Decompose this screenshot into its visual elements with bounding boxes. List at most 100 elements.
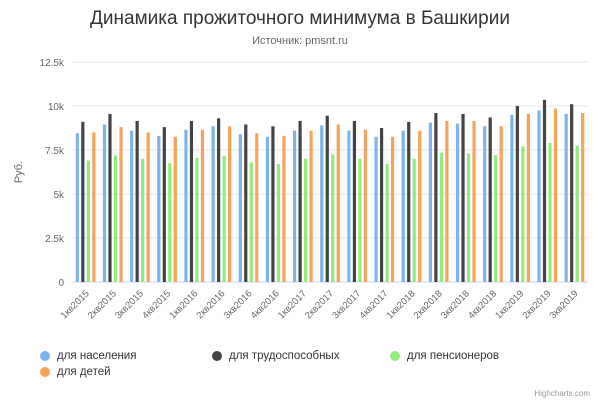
legend-item[interactable]: для населения — [40, 350, 136, 362]
bar — [499, 126, 503, 283]
bar — [418, 130, 422, 282]
legend-marker — [40, 351, 50, 361]
bar — [255, 133, 259, 282]
legend-item[interactable]: для пенсионеров — [390, 350, 499, 362]
bar — [157, 135, 161, 282]
bar — [439, 152, 443, 282]
bar — [347, 130, 351, 282]
x-tick-label: 3кв2019 — [548, 288, 581, 321]
bar — [222, 156, 226, 282]
bar — [537, 110, 541, 283]
bar — [488, 117, 492, 282]
bar — [168, 163, 172, 282]
bar — [75, 133, 79, 282]
bar — [428, 122, 432, 282]
x-tick-label: 2кв2015 — [86, 288, 119, 321]
chart-title: Динамика прожиточного минимума в Башкири… — [90, 8, 510, 29]
x-tick-label: 2кв2017 — [303, 288, 336, 321]
x-tick-label: 1кв2019 — [493, 288, 526, 321]
x-tick-label: 4кв2016 — [249, 288, 282, 321]
x-tick-label: 2кв2018 — [412, 288, 445, 321]
bar — [189, 120, 194, 283]
bar — [472, 120, 476, 283]
x-tick-label: 2кв2019 — [520, 288, 553, 321]
y-tick-label: 0 — [58, 278, 64, 289]
bar — [515, 106, 519, 282]
bar — [92, 132, 96, 282]
chart-subtitle: Источник: pmsnt.ru — [252, 35, 348, 47]
y-tick-label: 2.5k — [45, 234, 65, 245]
legend-marker — [212, 351, 222, 361]
bar — [309, 130, 313, 282]
bar — [331, 154, 335, 282]
bar — [184, 129, 188, 282]
x-tick-label: 4кв2015 — [140, 288, 173, 321]
bar — [141, 158, 145, 282]
bar — [162, 127, 166, 283]
x-tick-label: 1кв2017 — [276, 288, 309, 321]
bar — [358, 158, 362, 282]
legend-label: для трудоспособных — [229, 350, 340, 362]
bar — [244, 124, 248, 282]
bar — [228, 126, 232, 283]
bar — [195, 157, 199, 282]
bar — [292, 130, 297, 282]
legend-label: для детей — [57, 366, 111, 378]
bar — [494, 155, 498, 282]
bar — [548, 142, 552, 282]
bar — [86, 160, 90, 282]
bar — [374, 136, 378, 282]
y-tick-label: 12.5k — [40, 58, 65, 69]
bar — [211, 126, 215, 283]
bar — [173, 136, 177, 282]
bar — [282, 135, 286, 282]
x-tick-label: 2кв2016 — [195, 288, 228, 321]
legend-item[interactable]: для трудоспособных — [212, 350, 339, 362]
x-tick-label: 3кв2015 — [113, 288, 146, 321]
bar — [466, 153, 471, 282]
bar — [526, 113, 530, 282]
bar — [336, 124, 340, 282]
bar — [249, 162, 253, 282]
legend-item[interactable]: для детей — [40, 366, 111, 378]
bar — [564, 113, 568, 282]
bar — [113, 155, 118, 282]
y-tick-label: 7.5k — [45, 146, 65, 157]
bar — [575, 145, 579, 282]
bar — [445, 120, 449, 283]
bar — [401, 130, 405, 282]
bar — [455, 123, 460, 282]
legend-marker — [40, 367, 50, 377]
legend-marker — [390, 351, 400, 361]
bar — [570, 104, 574, 283]
bar — [303, 158, 308, 282]
x-tick-label: 3кв2016 — [222, 288, 255, 321]
chart-legend: для населения для трудоспособных для пенси… — [40, 350, 580, 386]
bar — [407, 121, 411, 282]
bar — [461, 113, 465, 282]
bar — [542, 99, 547, 282]
bar — [271, 126, 275, 283]
bar — [385, 164, 389, 282]
x-tick-label: 4кв2018 — [466, 288, 499, 321]
bar — [553, 108, 558, 282]
y-tick-label: 5k — [53, 190, 65, 201]
bar — [412, 158, 416, 282]
y-axis-title: Руб. — [13, 161, 25, 183]
bar — [265, 136, 270, 282]
bar — [217, 118, 221, 282]
legend-label: для населения — [57, 350, 137, 362]
bar — [200, 129, 205, 282]
bar — [146, 132, 150, 282]
bar — [81, 121, 85, 282]
bar — [483, 126, 487, 283]
bar — [320, 125, 324, 282]
bar — [130, 130, 134, 282]
bar — [434, 113, 438, 282]
bar — [108, 113, 112, 282]
bar — [238, 134, 242, 282]
bar — [298, 120, 302, 283]
bar — [135, 120, 139, 283]
